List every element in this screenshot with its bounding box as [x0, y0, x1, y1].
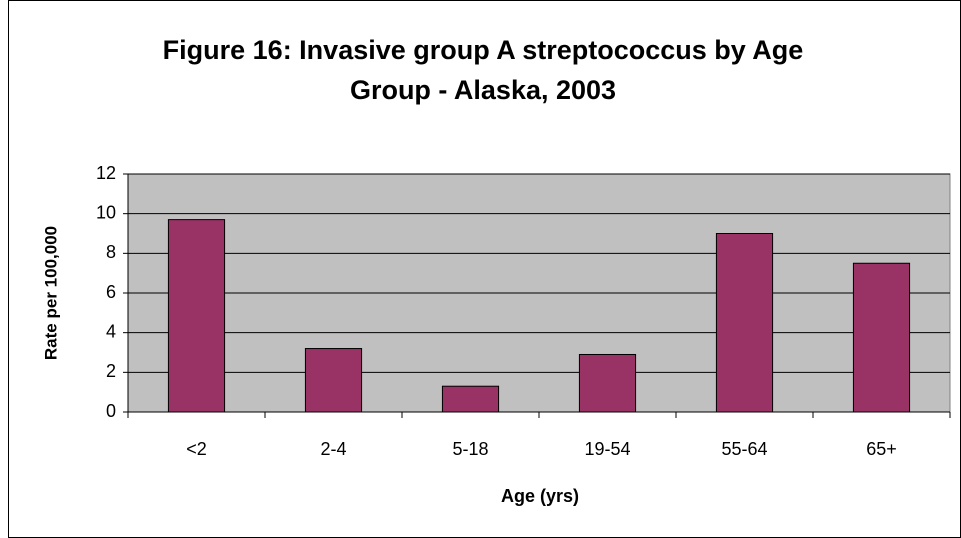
bar [167, 219, 226, 413]
x-tick-label: 65+ [866, 439, 897, 459]
chart-title: Figure 16: Invasive group A streptococcu… [162, 35, 804, 105]
y-tick-label: 6 [106, 282, 116, 302]
x-tick-label: 55-64 [721, 439, 767, 459]
x-tick-label: 5-18 [452, 439, 488, 459]
bar [441, 385, 500, 413]
bar [715, 233, 774, 413]
y-tick-label: 8 [106, 242, 116, 262]
y-tick-label: 12 [96, 163, 116, 183]
x-tick-label: <2 [186, 439, 207, 459]
bar [304, 348, 363, 413]
y-tick-label: 10 [96, 202, 116, 222]
y-axis-label: Rate per 100,000 [41, 226, 60, 360]
y-tick-label: 2 [106, 361, 116, 381]
x-tick-label: 19-54 [584, 439, 630, 459]
y-tick-label: 4 [106, 321, 116, 341]
x-axis-label: Age (yrs) [501, 486, 579, 506]
y-tick-label: 0 [106, 401, 116, 421]
x-tick-label: 2-4 [320, 439, 346, 459]
bar [852, 262, 911, 413]
bar [578, 353, 637, 413]
